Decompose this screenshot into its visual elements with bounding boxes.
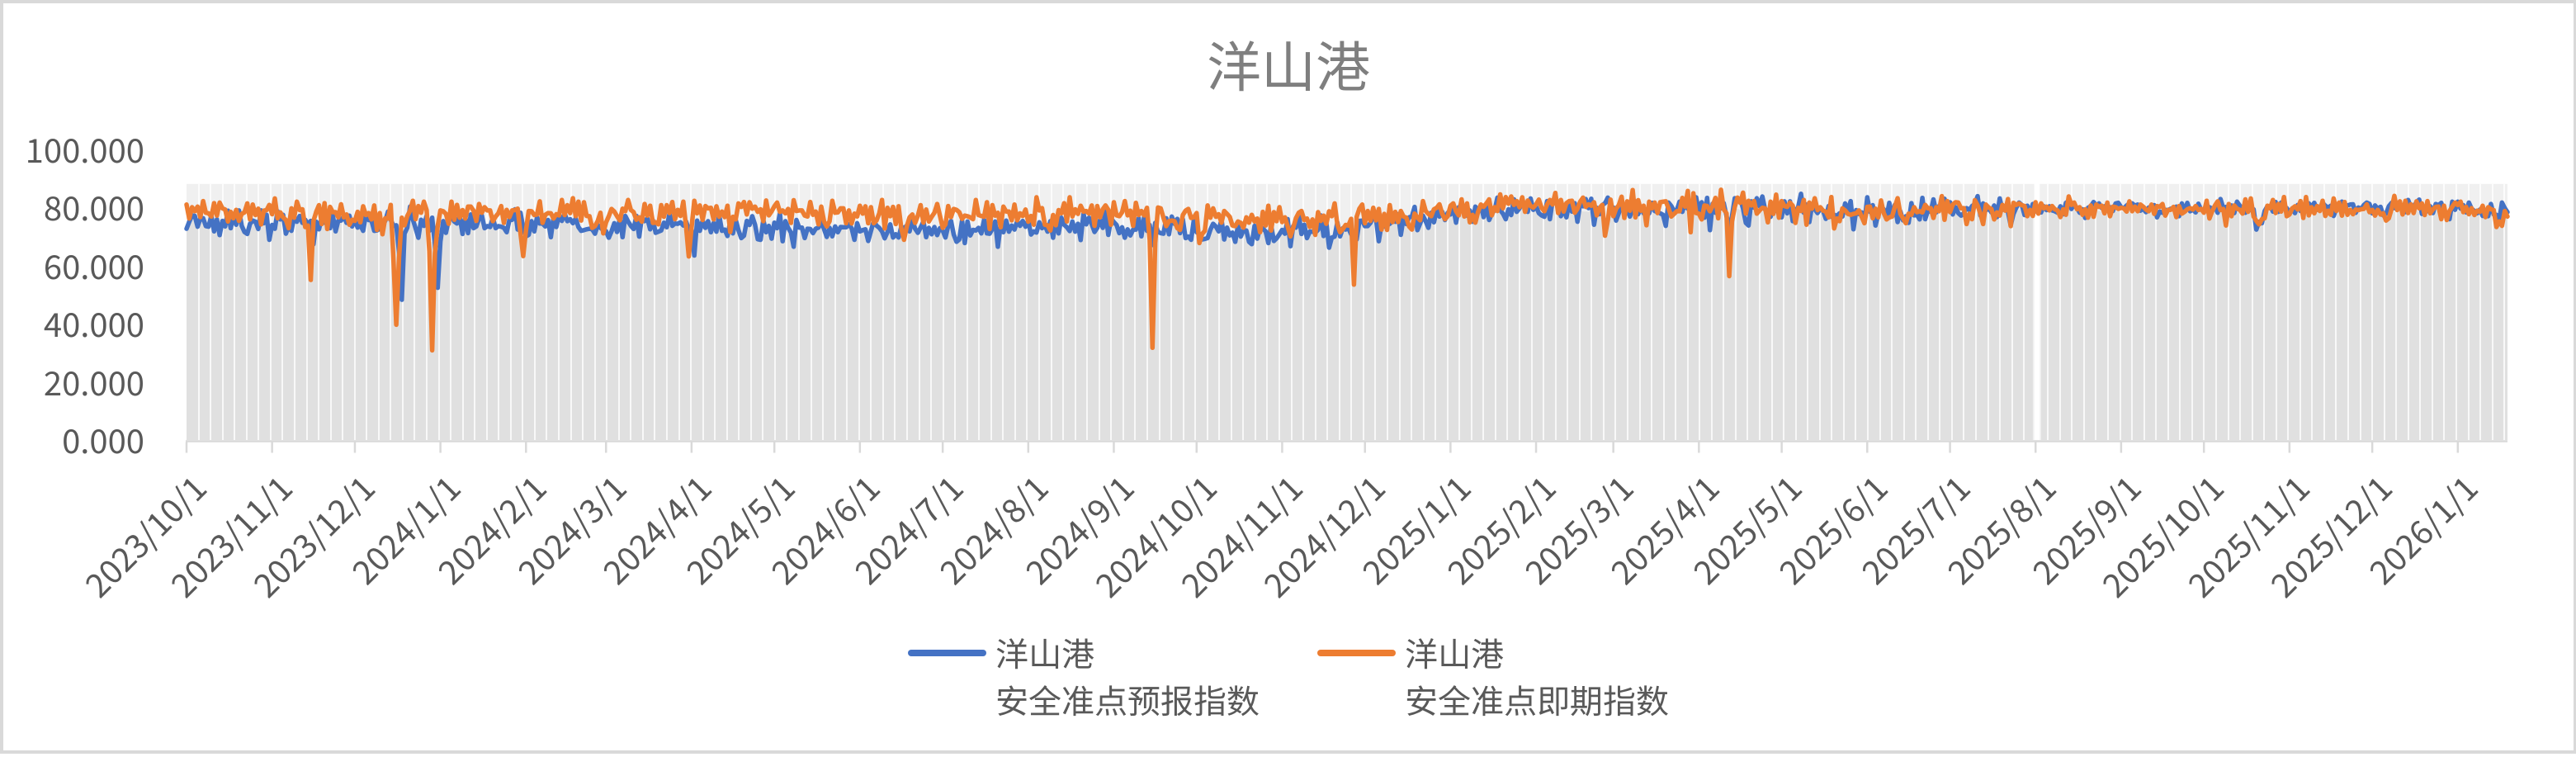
legend: 洋山港 安全准点预报指数 洋山港 安全准点即期指数 <box>3 629 2574 723</box>
legend-label-line1: 洋山港 <box>995 628 1094 676</box>
background-columns <box>187 208 2507 440</box>
legend-item-forecast[interactable]: 洋山港 安全准点预报指数 <box>908 629 1260 723</box>
y-axis-label: 20.000 <box>43 357 144 405</box>
series-line-spot[interactable] <box>184 187 2510 353</box>
legend-swatch-spot-line <box>1317 650 1396 656</box>
legend-swatch-forecast-line <box>908 650 986 656</box>
missing-data-gap <box>2034 182 2040 441</box>
chart-title[interactable]: 洋山港 <box>1207 24 1370 103</box>
legend-label-spot: 洋山港 安全准点即期指数 <box>1405 629 1669 723</box>
legend-label-line2: 安全准点预报指数 <box>995 675 1260 723</box>
y-axis-label: 40.000 <box>43 299 144 347</box>
y-axis-label: 80.000 <box>43 182 144 230</box>
y-axis-label: 60.000 <box>43 240 144 289</box>
column-gaps <box>198 183 2505 440</box>
legend-item-spot[interactable]: 洋山港 安全准点即期指数 <box>1317 629 1669 723</box>
legend-label-line2: 安全准点即期指数 <box>1405 675 1669 723</box>
y-axis-label: 0.000 <box>62 415 144 463</box>
y-axis-label: 100.000 <box>25 124 144 173</box>
plot-area <box>184 182 2510 453</box>
legend-label-forecast: 洋山港 安全准点预报指数 <box>995 629 1260 723</box>
legend-label-line1: 洋山港 <box>1405 628 1504 676</box>
